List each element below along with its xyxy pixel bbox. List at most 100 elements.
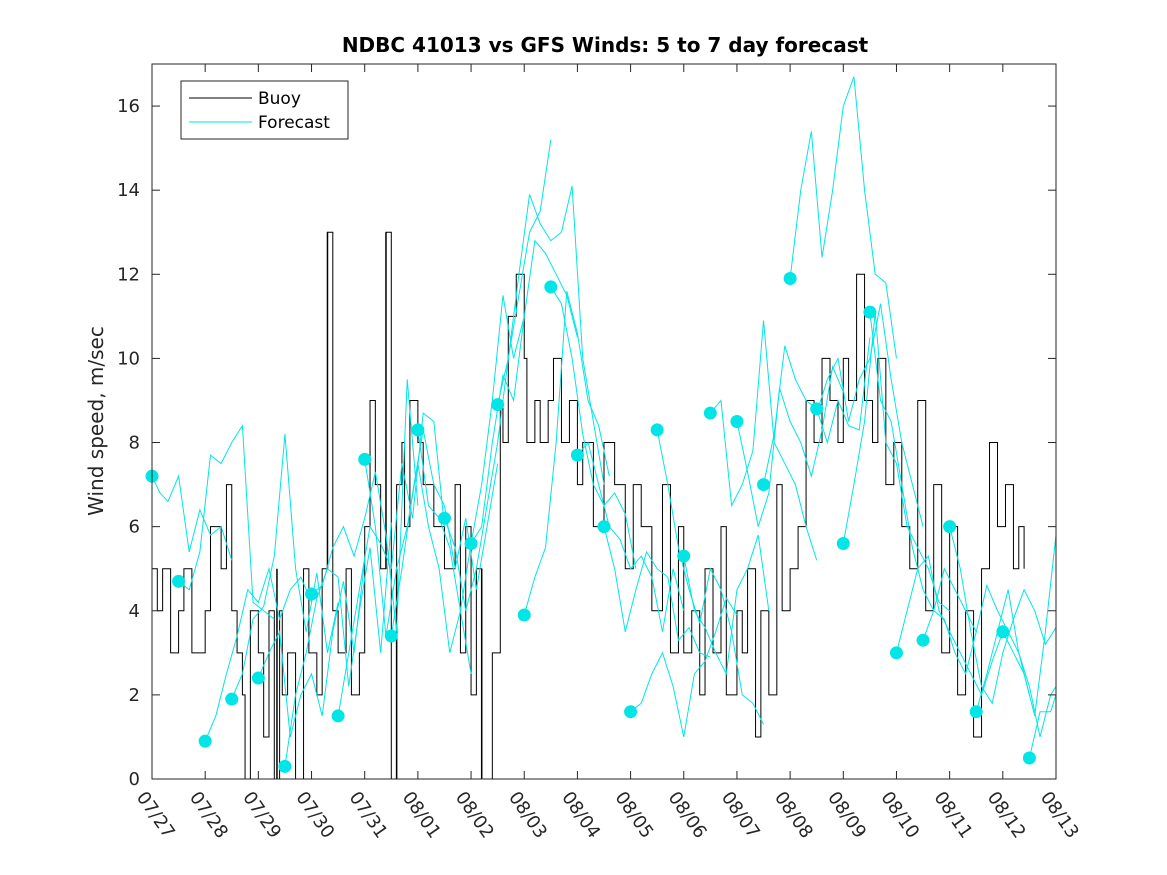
forecast-series-line [284, 522, 392, 767]
x-tick-label: 08/01 [398, 788, 445, 843]
forecast-series-line [922, 567, 1030, 696]
forecast-series-line [630, 596, 738, 738]
forecast-point [677, 549, 691, 563]
forecast-point [570, 448, 584, 462]
forecast-point [278, 759, 292, 773]
forecast-point [996, 625, 1010, 639]
forecast-point [703, 406, 717, 420]
forecast-series-line [523, 290, 610, 616]
x-tick-label: 08/04 [557, 788, 604, 843]
forecast-series-line [550, 286, 637, 569]
x-tick-label: 08/06 [664, 788, 711, 843]
forecast-point [331, 709, 345, 723]
chart-title: NDBC 41013 vs GFS Winds: 5 to 7 day fore… [342, 33, 869, 57]
y-tick-label: 16 [117, 96, 140, 117]
x-tick-label: 08/05 [610, 788, 657, 843]
forecast-point [491, 398, 505, 412]
forecast-series-line [709, 320, 818, 561]
y-tick-label: 8 [129, 433, 140, 454]
forecast-series-line [257, 560, 366, 738]
x-tick-label: 07/28 [185, 788, 232, 843]
forecast-series-line [603, 526, 711, 658]
y-tick-label: 2 [129, 685, 140, 706]
forecast-series-line [895, 554, 1004, 697]
forecast-point [1022, 751, 1036, 765]
forecast-point [172, 574, 186, 588]
forecast-series-line [311, 379, 419, 632]
forecast-series-line [816, 303, 924, 527]
y-axis-label: Wind speed, m/sec [84, 326, 108, 516]
forecast-point [384, 629, 398, 643]
y-axis: 0 2 4 6 8 10 12 14 16 [117, 96, 1056, 790]
forecast-series-line [178, 424, 275, 620]
forecast-point [863, 305, 877, 319]
x-tick-label: 07/29 [238, 788, 285, 843]
buoy-series-line [152, 231, 1025, 780]
y-tick-label: 10 [117, 348, 140, 369]
x-tick-label: 08/08 [770, 788, 817, 843]
forecast-point [517, 608, 531, 622]
x-tick-label: 08/13 [1036, 788, 1083, 843]
forecast-series-line [577, 441, 685, 632]
forecast-series-line [390, 429, 499, 637]
legend-label-forecast: Forecast [258, 113, 330, 133]
x-tick-label: 08/02 [451, 788, 498, 843]
forecast-series-line [656, 429, 764, 725]
forecast-series-line [497, 185, 605, 485]
forecast-point [783, 272, 797, 285]
forecast-point [969, 705, 983, 719]
plot-frame [151, 63, 1057, 780]
forecast-series-line [869, 312, 977, 676]
forecast-series-line [1002, 535, 1057, 717]
y-tick-label: 12 [117, 264, 140, 285]
x-tick-label: 08/12 [983, 788, 1030, 843]
forecast-point [437, 511, 451, 525]
forecast-point [358, 452, 372, 466]
forecast-point [810, 402, 824, 416]
forecast-series-line [470, 239, 578, 544]
x-tick-label: 07/31 [345, 788, 392, 843]
forecast-point [544, 280, 558, 294]
forecast-point [943, 520, 957, 534]
forecast-series-line [151, 474, 233, 561]
forecast-point [889, 646, 903, 660]
forecast-series-line [789, 76, 897, 359]
forecast-series-line [204, 566, 312, 742]
forecast-point [757, 478, 771, 492]
y-tick-label: 6 [129, 517, 140, 538]
y-tick-label: 4 [129, 601, 140, 622]
x-tick-label: 08/11 [930, 788, 977, 843]
forecast-series-line [736, 365, 844, 527]
plot-area [145, 76, 1057, 780]
legend-label-buoy: Buoy [258, 89, 301, 109]
legend-box [180, 80, 349, 140]
forecast-point [597, 520, 611, 534]
y-tick-label: 0 [129, 769, 140, 790]
forecast-point [464, 536, 478, 550]
legend: Buoy Forecast [180, 80, 349, 140]
forecast-series-line [231, 434, 339, 700]
forecast-point [916, 633, 930, 647]
forecast-point [650, 423, 664, 437]
forecast-point [198, 734, 212, 748]
forecast-series-line [1028, 694, 1057, 759]
forecast-point [836, 536, 850, 550]
forecast-series-line [975, 589, 1057, 738]
forecast-series-line [683, 534, 770, 676]
x-tick-label: 08/10 [876, 788, 923, 843]
forecast-series-line [444, 139, 552, 611]
forecast-series-line [842, 312, 950, 612]
x-tick-label: 08/07 [717, 788, 764, 843]
x-tick-label: 07/27 [132, 788, 179, 843]
x-tick-label: 08/09 [823, 788, 870, 843]
forecast-point [624, 705, 638, 719]
forecast-series-line [949, 526, 1057, 705]
forecast-point [305, 587, 319, 601]
forecast-point [730, 415, 744, 428]
forecast-point [251, 671, 265, 685]
forecast-point [225, 692, 239, 706]
x-tick-label: 07/30 [291, 788, 338, 843]
forecast-series-line [337, 412, 445, 716]
x-tick-label: 08/03 [504, 788, 551, 843]
